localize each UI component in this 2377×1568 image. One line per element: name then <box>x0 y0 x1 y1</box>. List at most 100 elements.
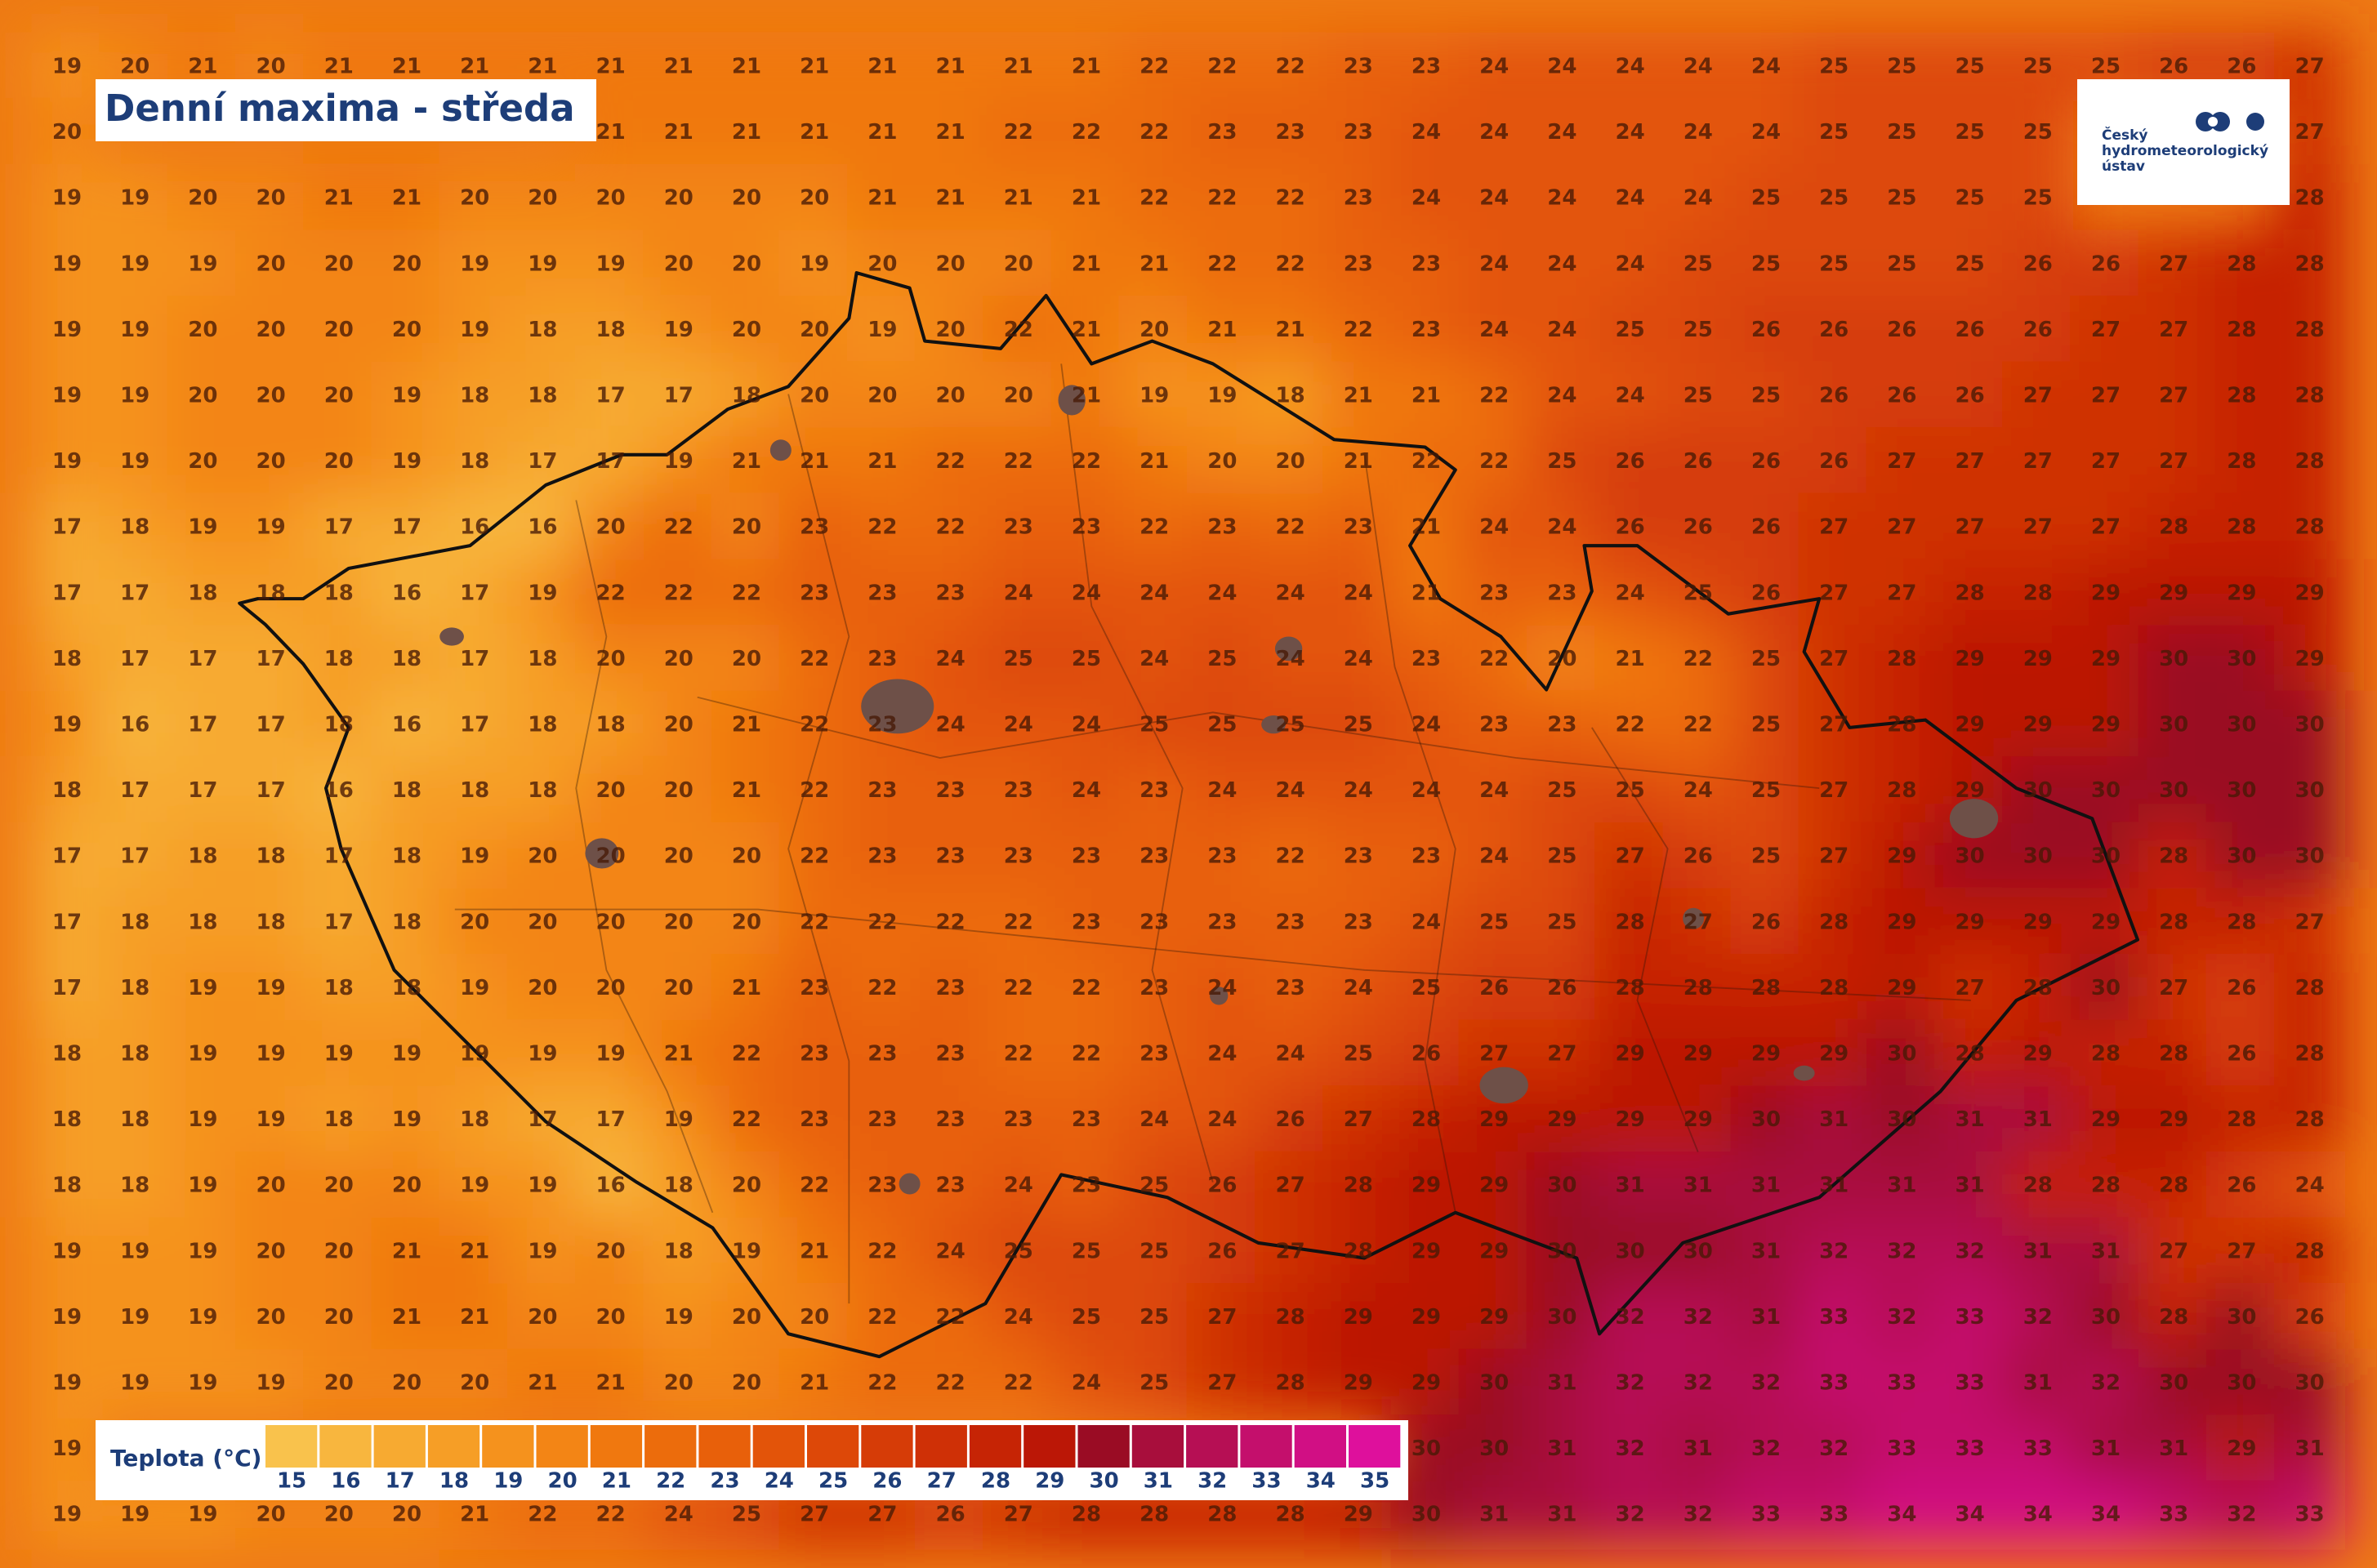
temperature-cell <box>439 427 511 497</box>
temperature-cell <box>99 1348 171 1419</box>
temperature-cell <box>1934 690 2006 760</box>
temperature-value: 19 <box>664 318 693 342</box>
temperature-value: 20 <box>1547 647 1576 671</box>
temperature-value: 25 <box>1956 186 1985 211</box>
temperature-value: 27 <box>2091 449 2121 474</box>
temperature-cell <box>1186 1283 1258 1352</box>
temperature-field <box>31 32 2346 1550</box>
temperature-value: 26 <box>1616 515 1645 540</box>
temperature-value: 17 <box>528 1107 557 1132</box>
temperature-value: 30 <box>2091 778 2121 803</box>
temperature-cell <box>915 1151 987 1221</box>
temperature-cell <box>1526 1348 1598 1419</box>
temperature-value: 22 <box>867 910 897 934</box>
temperature-cell <box>1390 756 1462 826</box>
temperature-value: 27 <box>1616 844 1645 869</box>
temperature-value: 22 <box>1276 844 1305 869</box>
legend-label: 31 <box>1144 1469 1173 1494</box>
temperature-cell <box>303 427 375 497</box>
temperature-value: 22 <box>1004 1042 1033 1067</box>
temperature-cell <box>2274 229 2346 300</box>
legend-label: 19 <box>493 1469 523 1494</box>
temperature-cell <box>846 1217 918 1287</box>
temperature-value: 23 <box>1004 844 1033 869</box>
temperature-cell <box>1526 1283 1598 1352</box>
temperature-value: 25 <box>1207 713 1237 737</box>
temperature-value: 21 <box>732 449 761 474</box>
temperature-value: 23 <box>1207 910 1237 934</box>
temperature-value: 19 <box>120 1503 149 1527</box>
temperature-value: 27 <box>1956 515 1985 540</box>
temperature-value: 19 <box>52 713 82 737</box>
temperature-cell <box>439 822 511 892</box>
temperature-cell <box>2002 1019 2074 1089</box>
city <box>861 679 934 734</box>
temperature-value: 22 <box>1004 976 1033 1000</box>
temperature-cell <box>1118 1019 1190 1089</box>
temperature-cell <box>1458 427 1530 497</box>
temperature-cell <box>1390 492 1462 563</box>
temperature-value: 28 <box>1887 647 1916 671</box>
temperature-cell <box>1934 1414 2006 1484</box>
temperature-value: 20 <box>800 318 829 342</box>
temperature-value: 24 <box>1139 647 1169 671</box>
temperature-value: 17 <box>52 976 82 1000</box>
temperature-cell <box>1934 559 2006 629</box>
temperature-cell <box>99 625 171 694</box>
temperature-value: 19 <box>664 449 693 474</box>
temperature-value: 22 <box>800 713 829 737</box>
temperature-cell <box>1322 1283 1394 1352</box>
temperature-cell <box>167 625 239 694</box>
temperature-cell <box>1050 1283 1122 1352</box>
city <box>1058 385 1086 416</box>
temperature-cell <box>1730 229 1802 300</box>
temperature-cell <box>711 822 783 892</box>
temperature-cell <box>915 1085 987 1155</box>
temperature-cell <box>1118 559 1190 629</box>
temperature-cell <box>2205 1480 2277 1550</box>
temperature-value: 29 <box>2159 1107 2188 1132</box>
temperature-value: 22 <box>1207 55 1237 79</box>
temperature-value: 28 <box>2227 515 2256 540</box>
temperature-cell <box>2070 1151 2142 1221</box>
temperature-cell <box>2274 361 2346 431</box>
temperature-value: 33 <box>1887 1437 1916 1461</box>
temperature-value: 25 <box>732 1503 761 1527</box>
temperature-cell <box>1322 1019 1394 1089</box>
temperature-cell <box>371 690 443 760</box>
temperature-value: 25 <box>1956 252 1985 276</box>
temperature-value: 25 <box>1684 384 1713 408</box>
temperature-value: 22 <box>936 1305 966 1330</box>
temperature-cell <box>846 361 918 431</box>
temperature-cell <box>1526 1480 1598 1550</box>
temperature-cell <box>778 625 850 694</box>
temperature-cell <box>235 427 307 497</box>
city <box>585 838 619 869</box>
temperature-value: 19 <box>256 515 286 540</box>
temperature-value: 27 <box>2159 1239 2188 1263</box>
temperature-cell <box>575 361 647 431</box>
temperature-value: 21 <box>1411 581 1441 605</box>
temperature-cell <box>371 756 443 826</box>
temperature-value: 30 <box>2159 778 2188 803</box>
temperature-cell <box>99 229 171 300</box>
temperature-value: 29 <box>1887 910 1916 934</box>
temperature-cell <box>1118 296 1190 365</box>
temperature-cell <box>1458 625 1530 694</box>
temperature-value: 24 <box>1479 778 1509 803</box>
temperature-value: 18 <box>256 844 286 869</box>
temperature-value: 22 <box>1276 515 1305 540</box>
temperature-cell <box>1322 1085 1394 1155</box>
temperature-cell <box>371 1085 443 1155</box>
temperature-value: 24 <box>1479 318 1509 342</box>
temperature-value: 18 <box>256 581 286 605</box>
temperature-cell <box>1390 1151 1462 1221</box>
temperature-value: 31 <box>2091 1437 2121 1461</box>
temperature-cell <box>1186 98 1258 167</box>
temperature-value: 24 <box>1479 844 1509 869</box>
temperature-value: 28 <box>2295 449 2325 474</box>
temperature-value: 25 <box>1547 778 1576 803</box>
temperature-cell <box>1118 1085 1190 1155</box>
temperature-cell <box>99 361 171 431</box>
temperature-value: 21 <box>1072 186 1101 211</box>
